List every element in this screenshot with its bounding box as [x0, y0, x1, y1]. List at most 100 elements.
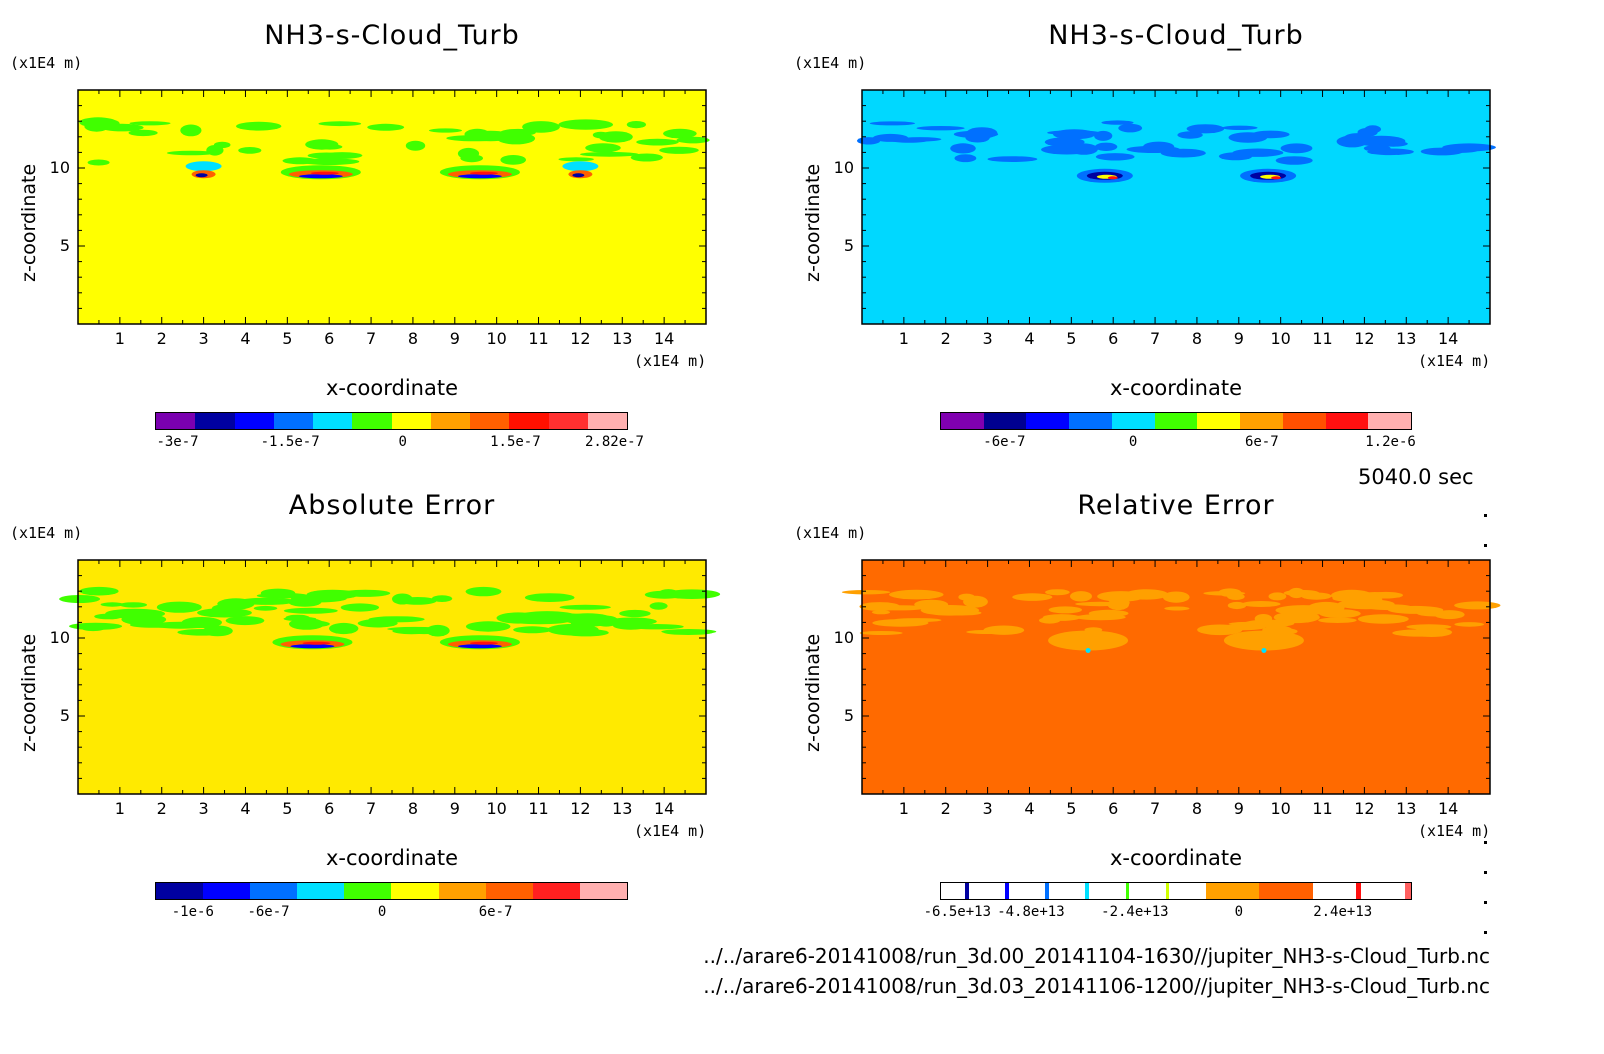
colorbar-segment	[438, 883, 486, 899]
plot-area	[841, 559, 1501, 795]
x-tick-label: 3	[198, 329, 209, 348]
x-tick-label: 1	[114, 799, 125, 818]
colorbar-segment	[1125, 883, 1130, 899]
contour-blob	[431, 595, 453, 602]
contour-blob	[128, 129, 158, 137]
contour-blob	[1218, 152, 1253, 161]
feature-outer	[185, 161, 222, 172]
dot-mark	[1484, 544, 1487, 547]
colorbar-segment	[344, 883, 392, 899]
x-tick-label: 14	[653, 329, 675, 348]
x-tick-label: 3	[982, 329, 993, 348]
feature-core	[1261, 647, 1267, 653]
contour-blob	[1332, 595, 1366, 602]
colorbar-label: -2.4e+13	[1101, 904, 1169, 920]
colorbar-label: 6e-7	[1244, 434, 1279, 450]
colorbar-segment	[1008, 883, 1046, 899]
contour-blob	[340, 603, 380, 612]
contour-blob	[465, 621, 511, 632]
colorbar-label: -1e-6	[171, 904, 214, 920]
contour-blob	[1362, 595, 1383, 605]
feature-peak	[310, 171, 339, 175]
contour-blob	[1070, 591, 1092, 602]
contour-blob	[1301, 592, 1332, 600]
contour-blob	[1041, 144, 1093, 155]
colorbar-segment	[485, 883, 533, 899]
contour-blob	[558, 157, 594, 162]
feature-peak	[302, 641, 331, 645]
feature-peak	[1271, 176, 1282, 180]
contour-blob	[87, 159, 110, 166]
colorbar-label: -6e-7	[247, 904, 290, 920]
contour-blob	[1097, 591, 1145, 602]
contour-blob	[100, 123, 144, 132]
colorbar-segment	[1205, 883, 1260, 899]
x-tick-label: 13	[612, 329, 633, 348]
plot-background	[862, 90, 1490, 324]
x-tick-label: 3	[198, 799, 209, 818]
x-tick-label: 2	[940, 799, 951, 818]
contour-blob	[547, 623, 599, 636]
contour-blob	[585, 143, 621, 153]
colorbar-segment	[579, 883, 627, 899]
colorbar-segment	[1049, 883, 1086, 899]
x-unit-label: (x1E4 m)	[1418, 822, 1491, 840]
colorbar-label: 1.5e-7	[490, 434, 541, 450]
colorbar-segment	[203, 883, 251, 899]
contour-blob	[368, 616, 425, 623]
colorbar-segment	[1129, 883, 1166, 899]
x-tick-label: 12	[570, 329, 591, 348]
x-tick-label: 11	[1312, 329, 1333, 348]
contour-blob	[916, 126, 965, 131]
contour-blob	[1075, 614, 1126, 621]
colorbar-label: 2.4e+13	[1313, 904, 1373, 920]
contour-blob	[1186, 124, 1225, 134]
contour-blob	[1177, 131, 1203, 139]
y-axis-label: z-coordinate	[802, 633, 824, 752]
contour-blob	[942, 610, 982, 616]
y-tick-label: 5	[843, 706, 854, 725]
contour-blob	[872, 133, 909, 142]
colorbar-segment	[1111, 413, 1155, 429]
colorbar-segment	[1282, 413, 1326, 429]
colorbar-segment	[587, 413, 627, 429]
colorbar-segment	[1361, 883, 1405, 899]
contour-blob	[500, 128, 536, 137]
x-tick-label: 6	[1108, 329, 1119, 348]
colorbar-segment	[297, 883, 345, 899]
contour-blob	[197, 608, 252, 618]
colorbar-segment	[1325, 413, 1369, 429]
contour-blob	[260, 588, 296, 598]
colorbar-label: -6e-7	[983, 434, 1026, 450]
contour-blob	[1243, 619, 1295, 628]
contour-blob	[1047, 130, 1100, 136]
contour-blob	[150, 621, 211, 629]
dot-mark	[1484, 931, 1487, 934]
feature-core	[572, 173, 585, 178]
contour-blob	[291, 594, 347, 603]
colorbar-segment	[273, 413, 313, 429]
feature-core	[457, 174, 502, 179]
colorbar-segment	[391, 883, 439, 899]
contour-blob	[607, 617, 657, 626]
colorbar-segment	[968, 883, 1006, 899]
x-tick-label: 4	[240, 799, 251, 818]
contour-blob	[676, 136, 710, 144]
x-axis-label: x-coordinate	[325, 376, 459, 400]
contour-blob	[79, 586, 119, 596]
colorbar-segment	[548, 413, 588, 429]
plot-area	[857, 89, 1496, 325]
contour-blob	[899, 137, 942, 142]
contour-blob	[317, 144, 343, 150]
contour-blob	[1048, 606, 1082, 614]
colorbar-segment	[941, 413, 984, 429]
contour-blob	[1357, 614, 1409, 624]
file-path-2: ../../arare6-20141008/run_3d.03_20141106…	[703, 974, 1490, 998]
y-tick-label: 10	[833, 628, 854, 647]
contour-blob	[496, 612, 540, 624]
contour-blob	[1363, 145, 1391, 152]
colorbar-segment	[1005, 883, 1009, 899]
x-tick-label: 5	[1066, 799, 1077, 818]
contour-blob	[119, 602, 148, 608]
contour-blob	[1268, 592, 1287, 601]
